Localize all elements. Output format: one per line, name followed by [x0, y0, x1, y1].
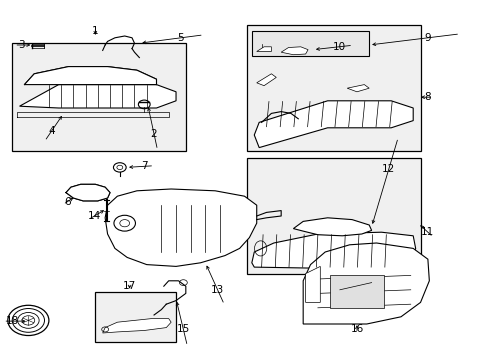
Text: 14: 14	[87, 211, 101, 221]
Text: 4: 4	[48, 126, 55, 136]
Polygon shape	[102, 319, 171, 333]
Bar	[246, 158, 420, 274]
Text: 2: 2	[150, 129, 157, 139]
Text: 5: 5	[177, 33, 184, 43]
Text: 18: 18	[5, 316, 19, 326]
Text: 1: 1	[92, 26, 99, 36]
Text: 10: 10	[332, 42, 345, 52]
Bar	[329, 275, 383, 308]
Polygon shape	[256, 74, 276, 86]
Polygon shape	[256, 47, 271, 51]
Text: 6: 6	[64, 197, 71, 207]
Polygon shape	[305, 266, 320, 302]
Polygon shape	[303, 243, 428, 324]
Text: 17: 17	[122, 281, 136, 291]
Text: 16: 16	[349, 324, 363, 334]
Text: 7: 7	[141, 161, 147, 171]
Polygon shape	[105, 189, 256, 266]
Text: 9: 9	[424, 33, 430, 43]
Polygon shape	[281, 47, 307, 55]
Bar	[95, 292, 176, 342]
Polygon shape	[20, 85, 176, 108]
Text: 3: 3	[18, 40, 24, 50]
Polygon shape	[66, 184, 110, 201]
Polygon shape	[346, 85, 368, 92]
Bar	[12, 43, 185, 151]
Text: 8: 8	[424, 92, 430, 102]
Polygon shape	[24, 67, 156, 85]
Bar	[246, 25, 420, 151]
Polygon shape	[376, 267, 405, 272]
Text: 13: 13	[210, 285, 224, 295]
Bar	[251, 31, 368, 56]
Polygon shape	[251, 232, 415, 268]
Text: 12: 12	[381, 164, 395, 174]
Polygon shape	[254, 101, 412, 148]
Text: 11: 11	[420, 227, 434, 237]
Polygon shape	[293, 218, 371, 236]
Text: 15: 15	[176, 324, 190, 334]
